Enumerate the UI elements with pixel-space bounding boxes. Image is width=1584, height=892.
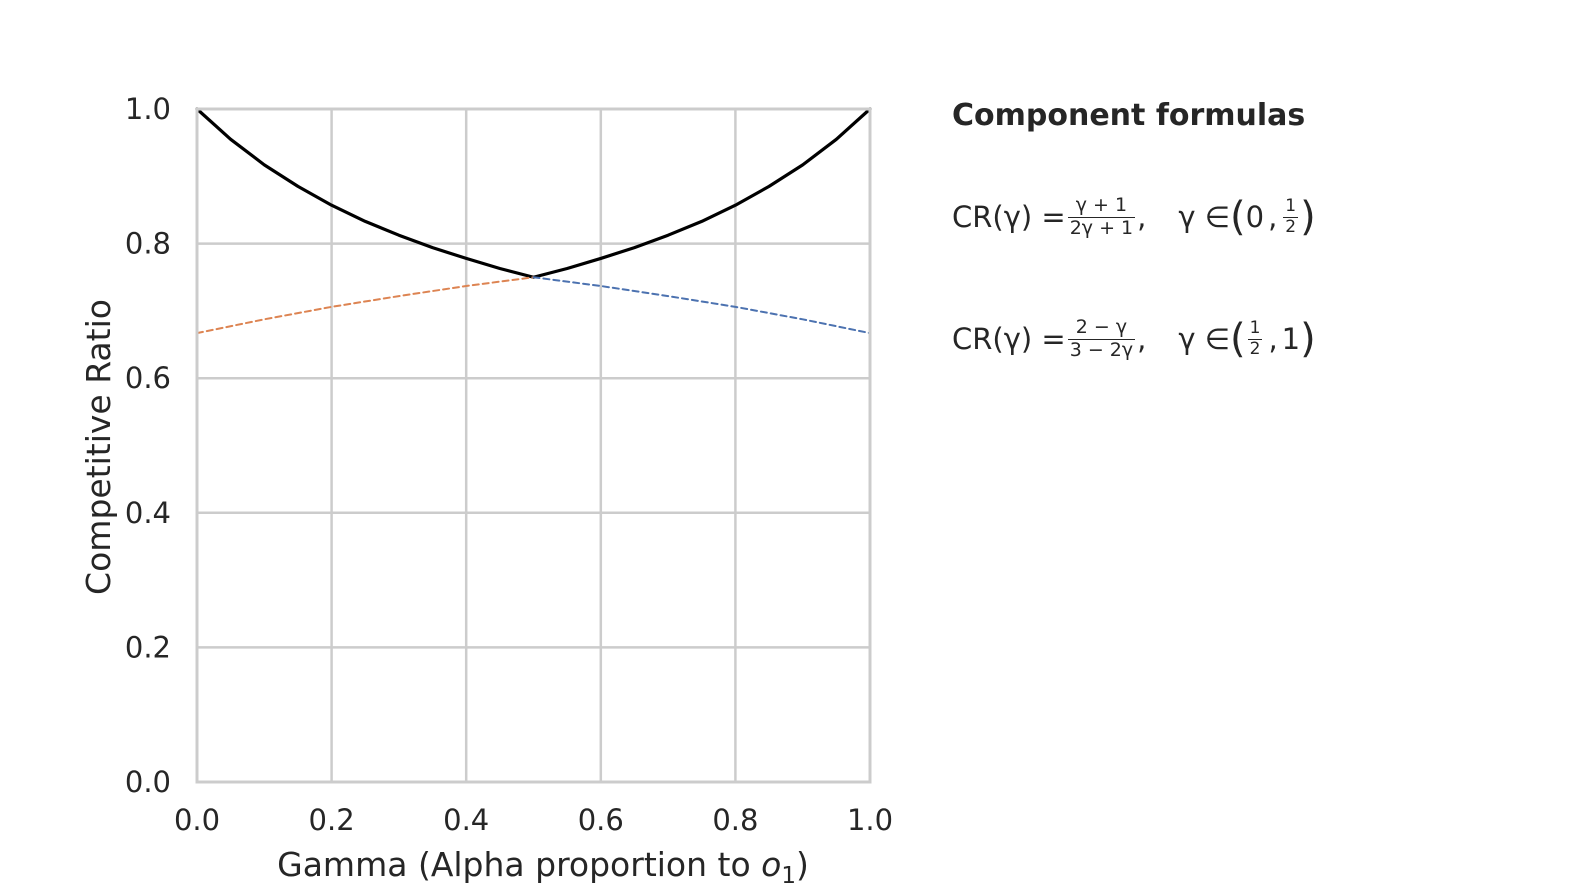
- formula-1-upper: 1 2: [1283, 195, 1299, 237]
- x-tick-label-5: 1.0: [847, 803, 893, 837]
- formula-2-lower-den: 2: [1247, 338, 1263, 359]
- y-tick-label-1: 0.2: [125, 630, 171, 664]
- x-axis-label: Gamma (Alpha proportion to o1): [277, 845, 809, 889]
- tick-labels: 0.0 0.2 0.4 0.6 0.8 1.0 0.0 0.2 0.4 0.6 0.8 1.0: [125, 92, 893, 837]
- formula-1: CR(γ) = γ + 1 2γ + 1 , γ ∈ ( 0 , 1 2 ): [952, 181, 1316, 253]
- x-tick-label-2: 0.4: [443, 803, 489, 837]
- formula-1-domain: γ ∈ ( 0 , 1 2 ): [1178, 197, 1315, 237]
- series-line-1-dashed: [196, 276, 535, 335]
- formula-1-upper-num: 1: [1285, 195, 1297, 216]
- formula-2: CR(γ) = 2 − γ 3 − 2γ , γ ∈ ( 1 2 , 1 ): [952, 303, 1316, 375]
- formula-2-close-paren: ): [1300, 316, 1316, 362]
- formula-1-denominator: 2γ + 1: [1067, 216, 1136, 239]
- formula-2-lhs: CR(γ) =: [952, 322, 1066, 356]
- formula-1-lower: 0: [1245, 200, 1265, 234]
- formula-1-comma: ,: [1137, 200, 1147, 234]
- series-layer: [195, 107, 872, 335]
- formula-2-upper: 1: [1281, 322, 1301, 356]
- formula-1-fraction: γ + 1 2γ + 1: [1067, 193, 1136, 239]
- x-tick-label-4: 0.8: [712, 803, 758, 837]
- series-line-0-solid: [195, 107, 872, 279]
- formula-2-comma: ,: [1137, 322, 1147, 356]
- x-tick-label-3: 0.6: [578, 803, 624, 837]
- panel-title: Component formulas: [952, 98, 1306, 133]
- plot-frame: [195, 107, 872, 784]
- y-tick-label-4: 0.8: [125, 227, 171, 261]
- y-tick-label-2: 0.4: [125, 496, 171, 530]
- formula-1-separator: ,: [1268, 200, 1278, 234]
- grid: [195, 107, 872, 784]
- formula-1-upper-den: 2: [1283, 216, 1299, 237]
- formula-2-numerator: 2 − γ: [1075, 315, 1128, 338]
- y-axis-label: Competitive Ratio: [79, 299, 118, 595]
- y-tick-label-0: 0.0: [125, 765, 171, 799]
- formula-2-domain: γ ∈ ( 1 2 , 1 ): [1178, 319, 1315, 359]
- formula-2-separator: ,: [1268, 322, 1278, 356]
- formula-1-var: γ ∈: [1178, 200, 1231, 234]
- formula-1-lhs: CR(γ) =: [952, 200, 1066, 234]
- formula-2-var: γ ∈: [1178, 322, 1231, 356]
- x-tick-label-0: 0.0: [174, 803, 220, 837]
- formula-1-close-paren: ): [1300, 194, 1316, 240]
- formula-2-denominator: 3 − 2γ: [1067, 338, 1136, 361]
- formula-2-lower: 1 2: [1247, 317, 1263, 359]
- y-tick-label-3: 0.6: [125, 361, 171, 395]
- formula-2-open-paren: (: [1230, 316, 1246, 362]
- series-line-2-dashed: [532, 276, 871, 335]
- x-tick-label-1: 0.2: [309, 803, 355, 837]
- formula-panel: Component formulas CR(γ) = γ + 1 2γ + 1 …: [952, 98, 1316, 425]
- formula-2-lower-num: 1: [1249, 317, 1261, 338]
- y-tick-label-5: 1.0: [125, 92, 171, 126]
- formula-2-fraction: 2 − γ 3 − 2γ: [1067, 315, 1136, 361]
- plot-border: [195, 107, 872, 784]
- formula-1-numerator: γ + 1: [1075, 193, 1128, 216]
- formula-1-open-paren: (: [1230, 194, 1246, 240]
